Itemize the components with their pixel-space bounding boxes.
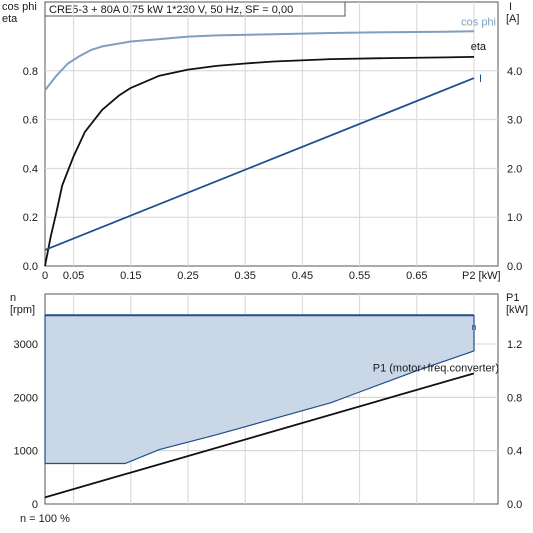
bottom-left-tick-label: 0 [32,499,38,511]
top-right-tick-label: 2.0 [507,163,522,175]
top-left-tick-label: 0.0 [23,261,38,273]
bottom-series: n P1 (motor+freq.converter) [44,314,499,499]
bottom-right-tick-label: 0.4 [507,446,522,458]
top-series: cos phi eta I [44,16,496,267]
x-axis-label: P2 [kW] [462,270,501,282]
x-tick-label: 0.35 [234,270,255,282]
bottom-right-tick-label: 0.8 [507,392,522,404]
series-line-cos-phi [44,30,475,91]
top-left-ylabel-2: eta [2,13,18,25]
top-chart-frame [44,1,499,267]
top-right-ylabel-2: [A] [506,13,519,25]
series-label-eta: eta [471,41,487,53]
series-line-I [44,77,475,251]
series-line-P1 [44,372,475,499]
speed-range-area [45,315,474,464]
footnote-speed: n = 100 % [20,513,70,525]
bottom-left-ylabel-2: [rpm] [10,304,35,316]
x-tick-label: 0.45 [292,270,313,282]
top-right-tick-label: 1.0 [507,212,522,224]
series-line-eta [44,56,475,267]
bottom-left-tick-label: 3000 [14,339,38,351]
top-ticks: 0 0.05 0.15 0.25 0.35 0.45 0.55 0.65 0.0 0.2 0.4 0.… [23,66,523,282]
x-tick-label: 0.65 [406,270,427,282]
top-left-tick-label: 0.4 [23,163,38,175]
top-left-ylabel-1: cos phi [2,1,37,13]
series-label-cos-phi: cos phi [461,16,496,28]
x-tick-label: 0.05 [63,270,84,282]
top-left-tick-label: 0.6 [23,115,38,127]
top-right-tick-label: 0.0 [507,261,522,273]
bottom-right-tick-label: 1.2 [507,339,522,351]
top-right-tick-label: 4.0 [507,66,522,78]
speed-lower-line [45,350,475,465]
x-tick-label: 0.25 [177,270,198,282]
top-right-tick-label: 3.0 [507,115,522,127]
bottom-ticks: 0 1000 2000 3000 0.0 0.4 0.8 1.2 [14,339,523,511]
bottom-right-ylabel-1: P1 [506,292,519,304]
title-box [44,1,346,17]
top-grid [45,2,498,266]
x-tick-label: 0.15 [120,270,141,282]
chart-title: CRE5-3 + 80A 0.75 kW 1*230 V, 50 Hz, SF … [49,4,293,16]
series-label-n: n [471,322,476,332]
bottom-right-ylabel-2: [kW] [506,304,528,316]
x-tick-label: 0 [42,270,48,282]
bottom-left-ylabel-1: n [10,292,16,304]
bottom-left-tick-label: 1000 [14,446,38,458]
top-right-ylabel-1: I [509,1,512,13]
top-left-tick-label: 0.8 [23,66,38,78]
bottom-right-tick-label: 0.0 [507,499,522,511]
x-tick-label: 0.55 [349,270,370,282]
bottom-left-tick-label: 2000 [14,392,38,404]
top-left-tick-label: 0.2 [23,212,38,224]
series-label-P1: P1 (motor+freq.converter) [373,362,499,374]
series-label-I: I [479,73,482,85]
